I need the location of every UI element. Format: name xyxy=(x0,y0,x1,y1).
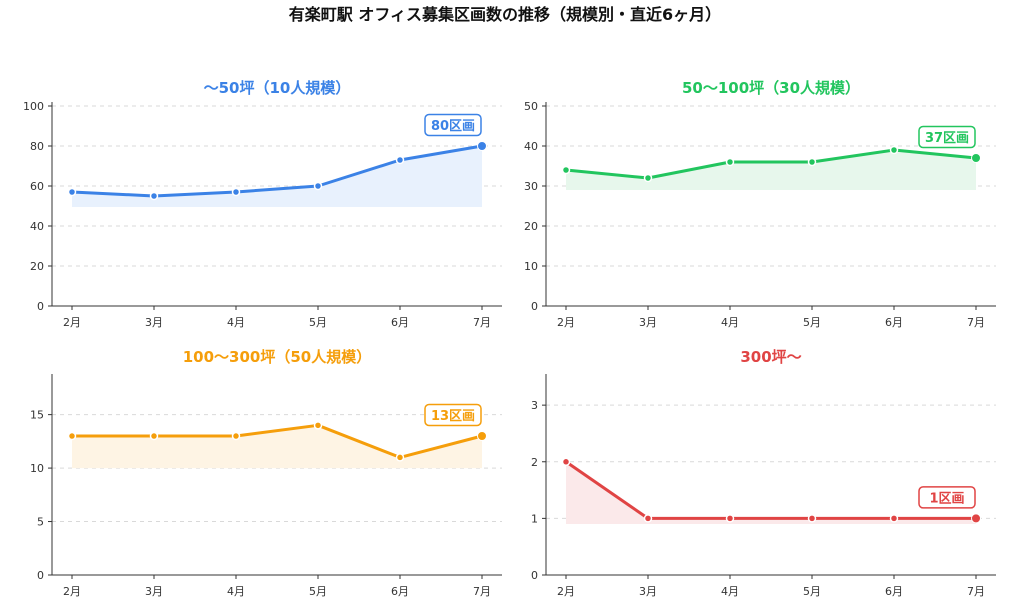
data-point xyxy=(889,145,899,155)
y-tick-label: 0 xyxy=(37,569,44,582)
data-point xyxy=(231,431,241,441)
data-point xyxy=(395,155,405,165)
y-tick-label: 20 xyxy=(30,260,44,273)
area-fill xyxy=(566,461,976,525)
annotation-label: 13区画 xyxy=(431,409,475,424)
data-point xyxy=(725,514,735,523)
y-tick-label: 0 xyxy=(531,300,538,313)
data-point xyxy=(889,514,899,523)
series-line xyxy=(70,423,484,459)
annotation-box xyxy=(424,113,482,137)
x-tick-label: 2月 xyxy=(63,316,81,329)
x-tick-label: 5月 xyxy=(309,316,327,329)
data-point xyxy=(725,157,735,167)
x-tick-label: 6月 xyxy=(391,585,409,598)
data-point xyxy=(643,514,653,523)
x-tick-label: 7月 xyxy=(473,316,491,329)
y-tick-label: 15 xyxy=(30,409,44,422)
data-point xyxy=(477,431,487,442)
series-line xyxy=(70,144,484,198)
x-tick-label: 2月 xyxy=(557,316,575,329)
figure-title: 有楽町駅 オフィス募集区画数の推移（規模別・直近6ヶ月） xyxy=(289,5,721,24)
x-tick-label: 3月 xyxy=(145,585,163,598)
data-point xyxy=(67,187,77,197)
series-line xyxy=(564,460,978,520)
chart-panel-4: 0 1 2 3 2月 3月 4月 5月 6月 7月 1区画 300坪〜 xyxy=(531,348,996,598)
x-tick-label: 5月 xyxy=(803,316,821,329)
data-point xyxy=(395,453,405,462)
annotation-box xyxy=(918,486,976,509)
data-point xyxy=(231,187,241,197)
y-tick-label: 40 xyxy=(30,220,44,233)
x-tick-label: 4月 xyxy=(227,316,245,329)
data-point xyxy=(149,191,159,201)
panel-title: 100〜300坪（50人規模） xyxy=(183,348,372,366)
annotation-label: 80区画 xyxy=(431,119,475,134)
data-point xyxy=(313,181,323,191)
panel-title: 50〜100坪（30人規模） xyxy=(682,79,860,97)
x-tick-label: 7月 xyxy=(473,585,491,598)
series-line xyxy=(564,148,978,180)
data-point xyxy=(643,173,653,183)
y-tick-label: 10 xyxy=(30,462,44,475)
data-point xyxy=(561,457,571,467)
data-point xyxy=(149,431,159,441)
chart-panel-2: 0 10 20 30 40 50 2月 3月 4月 5月 6月 7月 37区画 50〜100坪（30人規模… xyxy=(524,79,996,329)
annotation-box xyxy=(424,403,482,427)
data-point xyxy=(971,513,981,524)
x-tick-label: 6月 xyxy=(885,585,903,598)
x-tick-label: 4月 xyxy=(721,316,739,329)
y-tick-label: 80 xyxy=(30,140,44,153)
annotation-label: 1区画 xyxy=(929,491,964,506)
annotation-box xyxy=(918,125,976,149)
x-tick-label: 3月 xyxy=(639,316,657,329)
y-tick-label: 2 xyxy=(531,456,538,469)
x-tick-label: 4月 xyxy=(721,585,739,598)
panel-title: 〜50坪（10人規模） xyxy=(204,79,351,97)
data-point xyxy=(313,421,323,430)
x-tick-label: 5月 xyxy=(803,585,821,598)
data-point xyxy=(561,165,571,175)
y-tick-label: 100 xyxy=(23,100,44,113)
panel-title: 300坪〜 xyxy=(740,348,801,366)
data-point xyxy=(67,431,77,441)
data-point xyxy=(971,153,981,163)
y-tick-label: 10 xyxy=(524,260,538,273)
y-tick-label: 30 xyxy=(524,180,538,193)
chart-panel-1: 0 20 40 60 80 100 2月 3月 4月 5月 6月 7月 80区画 〜50坪（10人規模） xyxy=(23,79,502,329)
y-tick-label: 5 xyxy=(37,516,44,529)
y-tick-label: 3 xyxy=(531,399,538,412)
x-tick-label: 6月 xyxy=(885,316,903,329)
x-tick-label: 6月 xyxy=(391,316,409,329)
area-fill xyxy=(566,150,976,190)
annotation-label: 37区画 xyxy=(925,131,969,146)
y-tick-label: 40 xyxy=(524,140,538,153)
x-tick-label: 7月 xyxy=(967,316,985,329)
area-fill xyxy=(72,146,482,207)
y-tick-label: 60 xyxy=(30,180,44,193)
x-tick-label: 5月 xyxy=(309,585,327,598)
x-tick-label: 3月 xyxy=(639,585,657,598)
x-tick-label: 3月 xyxy=(145,316,163,329)
data-point xyxy=(477,141,487,151)
data-point xyxy=(807,157,817,167)
data-point xyxy=(807,514,817,523)
y-tick-label: 0 xyxy=(531,569,538,582)
x-tick-label: 2月 xyxy=(557,585,575,598)
y-tick-label: 50 xyxy=(524,100,538,113)
y-tick-label: 1 xyxy=(531,512,538,525)
y-tick-label: 0 xyxy=(37,300,44,313)
x-tick-label: 2月 xyxy=(63,585,81,598)
x-tick-label: 7月 xyxy=(967,585,985,598)
chart-panel-3: 0 5 10 15 2月 3月 4月 5月 6月 7月 13区画 100〜300坪（50人規模） xyxy=(30,348,502,598)
x-tick-label: 4月 xyxy=(227,585,245,598)
y-tick-label: 20 xyxy=(524,220,538,233)
